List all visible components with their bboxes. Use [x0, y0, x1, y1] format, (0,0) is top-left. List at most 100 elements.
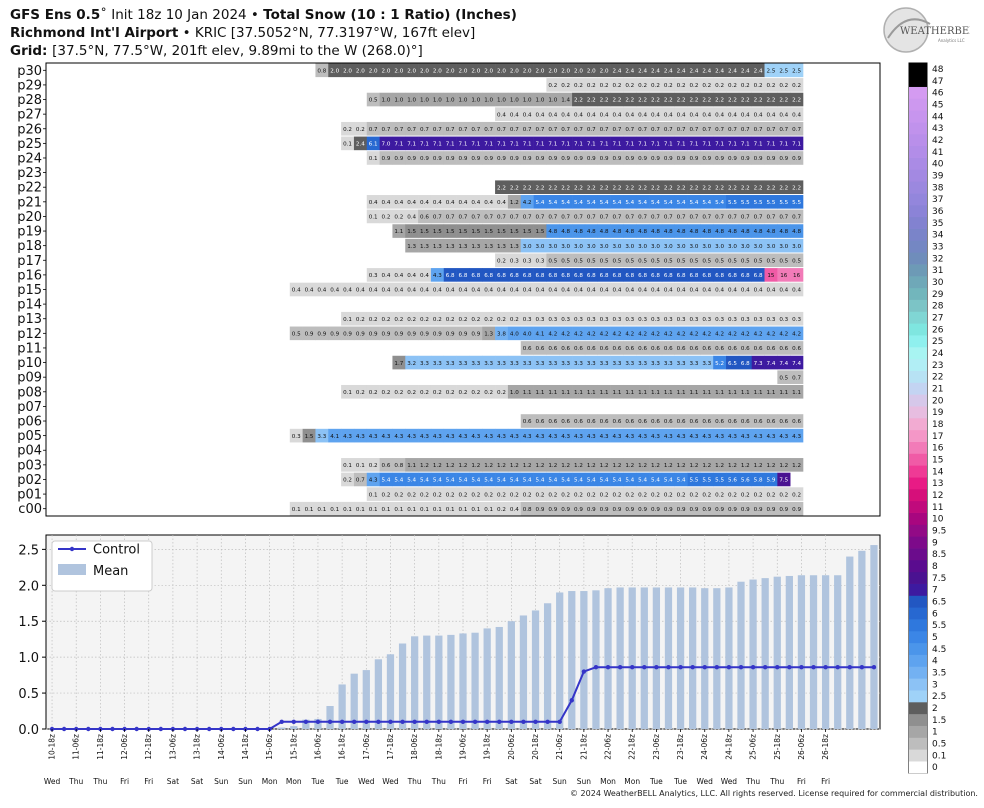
heatmap-cell — [533, 355, 547, 370]
heatmap-cell — [700, 282, 714, 297]
heatmap-cell — [649, 355, 663, 370]
colorbar-swatch — [909, 406, 927, 419]
heatmap-cell — [790, 151, 804, 165]
heatmap-cell-value: 2.4 — [690, 69, 699, 75]
heatmap-cell — [507, 63, 522, 78]
heatmap-cell — [546, 472, 560, 487]
heatmap-cell — [507, 326, 522, 341]
heatmap-cell-value: 0.6 — [702, 346, 711, 352]
heatmap-cell-value: 0.2 — [779, 492, 788, 498]
day-label: Fri — [120, 777, 129, 786]
heatmap-cell — [469, 63, 483, 78]
heatmap-cell — [674, 268, 688, 282]
x-tick-label: 21-06z — [555, 734, 564, 760]
heatmap-cell — [597, 224, 611, 238]
heatmap-cell-value: 1.2 — [741, 463, 750, 469]
heatmap-cell-value: 7.1 — [510, 142, 519, 148]
heatmap-cell-value: 1.2 — [420, 463, 429, 469]
heatmap-cell — [495, 92, 509, 107]
colorbar-tick-label: 6.5 — [932, 597, 946, 607]
heatmap-cell-value: 6.8 — [677, 273, 686, 279]
heatmap-cell — [572, 282, 586, 297]
heatmap-cell-value: 1.1 — [690, 390, 699, 396]
heatmap-cell-value: 0.3 — [548, 317, 557, 323]
heatmap-cell-value: 0.2 — [561, 83, 570, 89]
heatmap-cell — [418, 487, 432, 501]
heatmap-cell — [661, 78, 676, 92]
heatmap-cell-value: 0.4 — [382, 288, 391, 294]
header-line-2: Richmond Int'l Airport • KRIC [37.5052°N… — [10, 25, 476, 41]
heatmap-cell — [700, 428, 714, 443]
heatmap-cell-value: 0.2 — [677, 83, 686, 89]
colorbar-swatch — [909, 358, 927, 371]
mean-bar — [773, 576, 781, 729]
heatmap-cell — [610, 92, 624, 107]
heatmap-cell-value: 1.1 — [702, 390, 711, 396]
colorbar-swatch — [909, 548, 927, 561]
heatmap-cell — [764, 384, 778, 399]
heatmap-cell — [482, 209, 496, 224]
colorbar-swatch — [909, 228, 927, 241]
heatmap-cell — [623, 282, 637, 297]
heatmap-cell-value: 4.2 — [728, 332, 737, 338]
heatmap-cell-value: 6.8 — [459, 273, 468, 279]
heatmap-cell-value: 4.2 — [766, 332, 775, 338]
heatmap-cell-value: 0.2 — [741, 492, 750, 498]
heatmap-cell-value: 0.9 — [677, 156, 686, 162]
heatmap-cell — [790, 209, 804, 224]
heatmap-cell-value: 0.1 — [369, 507, 378, 513]
heatmap-cell-value: 0.7 — [587, 127, 596, 133]
colorbar-swatch — [909, 702, 927, 715]
heatmap-cell — [418, 268, 432, 282]
day-label: Fri — [797, 777, 806, 786]
heatmap-cell-value: 1.2 — [766, 463, 775, 469]
heatmap-cell — [366, 282, 380, 297]
heatmap-cell — [482, 195, 496, 209]
mean-bar — [386, 654, 395, 729]
heatmap-cell-value: 2.0 — [446, 69, 455, 75]
colorbar-swatch — [909, 512, 927, 525]
heatmap-cell-value: 1.1 — [779, 390, 788, 396]
heatmap-cell — [559, 195, 573, 209]
heatmap-cell — [726, 136, 740, 151]
heatmap-cell-value: 4.3 — [523, 434, 532, 440]
heatmap-cell-value: 1.1 — [613, 390, 622, 396]
heatmap-cell — [764, 224, 778, 238]
heatmap-cell — [726, 414, 740, 428]
heatmap-cell-value: 0.2 — [702, 492, 711, 498]
heatmap-cell — [738, 472, 752, 487]
heatmap-cell-value: 0.1 — [369, 492, 378, 498]
heatmap-cell-value: 3.0 — [536, 244, 545, 250]
heatmap-cell — [430, 92, 445, 107]
heatmap-cell — [392, 209, 406, 224]
heatmap-cell-value: 0.7 — [792, 127, 801, 133]
heatmap-cell — [520, 326, 534, 341]
heatmap-cell — [649, 209, 663, 224]
heatmap-cell — [610, 487, 624, 501]
heatmap-cell — [430, 501, 445, 516]
heatmap-cell-value: 0.2 — [792, 492, 801, 498]
heatmap-cell — [777, 136, 791, 151]
mean-bar — [338, 684, 346, 729]
heatmap-cell — [430, 282, 445, 297]
heatmap-cell — [443, 458, 457, 472]
heatmap-cell — [674, 487, 688, 501]
heatmap-cell-value: 5.4 — [446, 478, 455, 484]
colorbar-tick-label: 1 — [932, 728, 938, 738]
heatmap-cell-value: 4.3 — [651, 434, 660, 440]
heatmap-cell — [366, 384, 380, 399]
heatmap-cell-value: 0.4 — [741, 288, 750, 294]
heatmap-cell — [764, 355, 778, 370]
x-tick-label: 12-18z — [144, 734, 153, 760]
heatmap-cell-value: 0.4 — [394, 200, 403, 206]
heatmap-cell-value: 0.2 — [394, 390, 403, 396]
heatmap-cell — [482, 92, 496, 107]
heatmap-cell — [572, 224, 586, 238]
heatmap-cell — [559, 151, 573, 165]
heatmap-cell-value: 2.2 — [677, 98, 686, 104]
heatmap-cell-value: 3.3 — [459, 361, 468, 367]
heatmap-cell — [572, 121, 586, 136]
heatmap-cell — [751, 180, 765, 195]
heatmap-cell-value: 0.2 — [561, 492, 570, 498]
